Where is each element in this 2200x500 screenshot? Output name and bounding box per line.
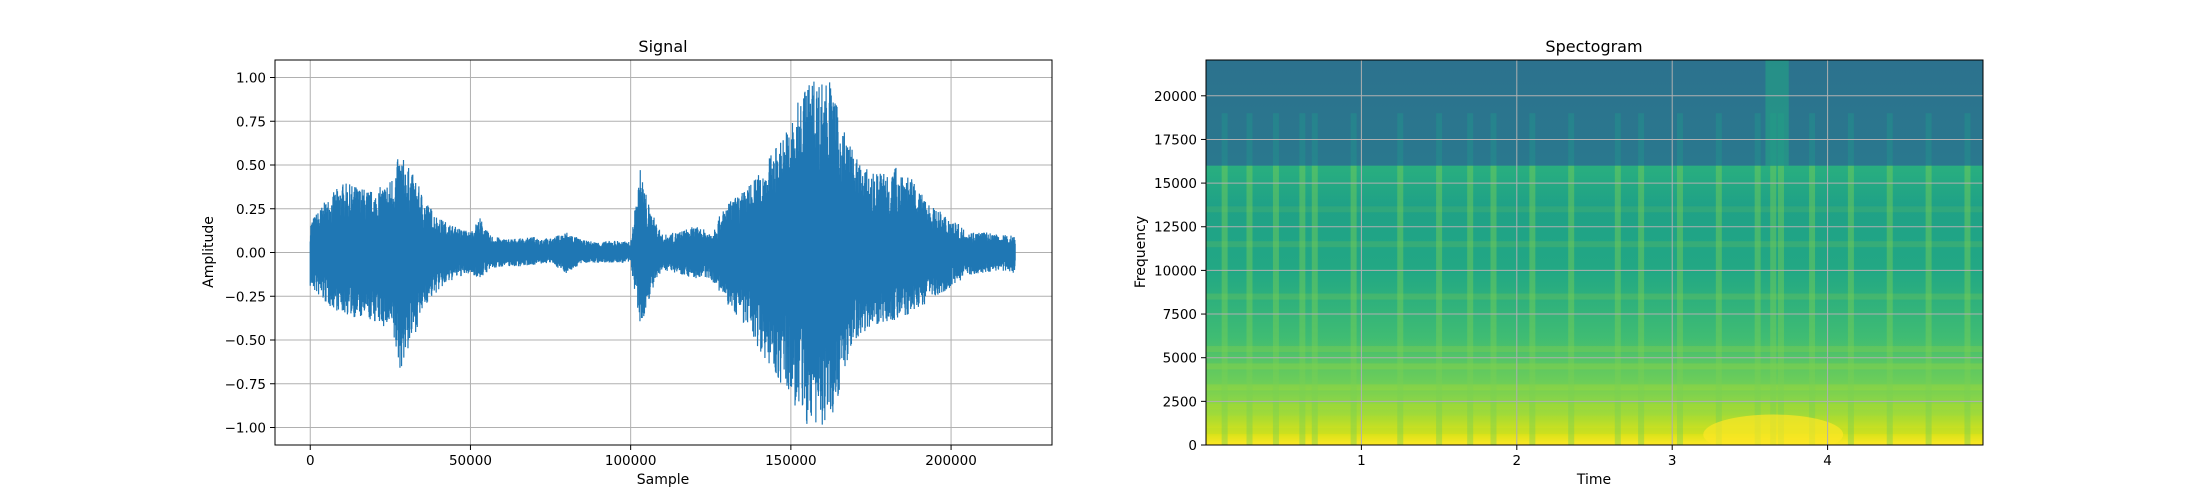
signal-x-tick-label: 100000	[605, 453, 657, 469]
spectrogram-transient	[1770, 165, 1777, 445]
spectrogram-band	[1206, 428, 1983, 435]
spectrogram-title: Spectogram	[1545, 37, 1642, 56]
spectrogram-transient	[1467, 165, 1474, 445]
spectrogram-y-tick-label: 20000	[1154, 89, 1197, 105]
signal-y-tick-label: 0.25	[236, 202, 266, 218]
spectrogram-image	[1206, 60, 1983, 445]
spectrogram-y-tick-label: 15000	[1154, 176, 1197, 192]
spectrogram-x-tick-label: 3	[1668, 453, 1677, 469]
spectrogram-transient	[1676, 165, 1683, 445]
spectrogram-x-tick-label: 4	[1823, 453, 1832, 469]
signal-x-tick-label: 200000	[925, 453, 977, 469]
signal-y-tick-label: −0.25	[225, 289, 266, 305]
spectrogram-transient	[1436, 165, 1443, 445]
spectrogram-y-tick-label: 12500	[1154, 220, 1197, 236]
spectrogram-x-axis-label: Time	[1576, 472, 1611, 488]
signal-waveform-line	[309, 81, 1016, 425]
spectrogram-plot: Spectogram 1 2 3 4 0 2500 5000 7500 10000 12500 1…	[1133, 37, 1984, 488]
signal-y-tick-label: 0.75	[236, 114, 266, 130]
spectrogram-band	[1206, 293, 1983, 300]
spectrogram-transient	[1221, 165, 1228, 445]
spectrogram-transient	[1886, 165, 1893, 445]
spectrogram-transient	[1638, 165, 1645, 445]
signal-x-ticks: 0 50000 100000 150000 200000	[306, 445, 977, 469]
spectrogram-x-tick-label: 1	[1357, 453, 1366, 469]
spectrogram-transient	[1311, 165, 1318, 445]
signal-x-tick-label: 150000	[765, 453, 817, 469]
signal-x-tick-label: 50000	[449, 453, 492, 469]
spectrogram-transient	[1272, 165, 1279, 445]
spectrogram-band	[1206, 206, 1983, 213]
signal-plot: Signal 0 50000 100000 150000 200000 −1.00 −0.…	[201, 37, 1053, 488]
spectrogram-y-axis-label: Frequency	[1133, 216, 1149, 288]
signal-y-axis-label: Amplitude	[201, 216, 217, 288]
spectrogram-transient	[1246, 165, 1253, 445]
spectrogram-transient	[1397, 165, 1404, 445]
spectrogram-transient	[1490, 165, 1497, 445]
spectrogram-transient	[1715, 165, 1722, 445]
spectrogram-y-tick-label: 2500	[1163, 394, 1197, 410]
signal-y-tick-label: −0.75	[225, 377, 266, 393]
spectrogram-band	[1206, 241, 1983, 248]
spectrogram-plot-frame	[1205, 59, 1984, 446]
spectrogram-transient	[1809, 165, 1816, 445]
signal-title: Signal	[638, 37, 687, 56]
spectrogram-transient	[1847, 165, 1854, 445]
spectrogram-y-tick-label: 5000	[1163, 351, 1197, 367]
spectrogram-band	[1206, 415, 1983, 422]
spectrogram-burst	[1765, 60, 1789, 166]
spectrogram-band	[1206, 384, 1983, 391]
signal-y-tick-label: −0.50	[225, 333, 266, 349]
spectrogram-transient	[1964, 165, 1971, 445]
signal-waveform	[309, 81, 1016, 425]
spectrogram-x-tick-label: 2	[1513, 453, 1522, 469]
signal-y-tick-label: 1.00	[236, 71, 266, 87]
spectrogram-transient	[1529, 165, 1536, 445]
signal-y-ticks: −1.00 −0.75 −0.50 −0.25 0.00 0.25 0.50 0.75 1.00	[225, 71, 275, 437]
signal-y-tick-label: 0.50	[236, 158, 266, 174]
spectrogram-band	[1206, 363, 1983, 370]
spectrogram-y-tick-label: 7500	[1163, 307, 1197, 323]
spectrogram-transient	[1754, 165, 1761, 445]
spectrogram-transient	[1568, 165, 1575, 445]
spectrogram-transient	[1299, 165, 1306, 445]
spectrogram-low-energy	[1703, 414, 1844, 445]
spectrogram-y-tick-label: 17500	[1154, 132, 1197, 148]
signal-x-axis-label: Sample	[637, 472, 690, 488]
spectrogram-y-tick-label: 10000	[1154, 263, 1197, 279]
signal-x-tick-label: 0	[306, 453, 315, 469]
spectrogram-y-tick-label: 0	[1188, 438, 1197, 454]
spectrogram-x-ticks: 1 2 3 4	[1357, 445, 1832, 469]
spectrogram-transient	[1777, 165, 1784, 445]
spectrogram-y-ticks: 0 2500 5000 7500 10000 12500 15000 17500 20000	[1154, 89, 1206, 454]
spectrogram-transient	[1350, 165, 1357, 445]
signal-y-tick-label: 0.00	[236, 246, 266, 262]
spectrogram-band	[1206, 345, 1983, 352]
spectrogram-transient	[1614, 165, 1621, 445]
signal-y-tick-label: −1.00	[225, 421, 266, 437]
spectrogram-band	[1206, 403, 1983, 410]
spectrogram-transient	[1925, 165, 1932, 445]
